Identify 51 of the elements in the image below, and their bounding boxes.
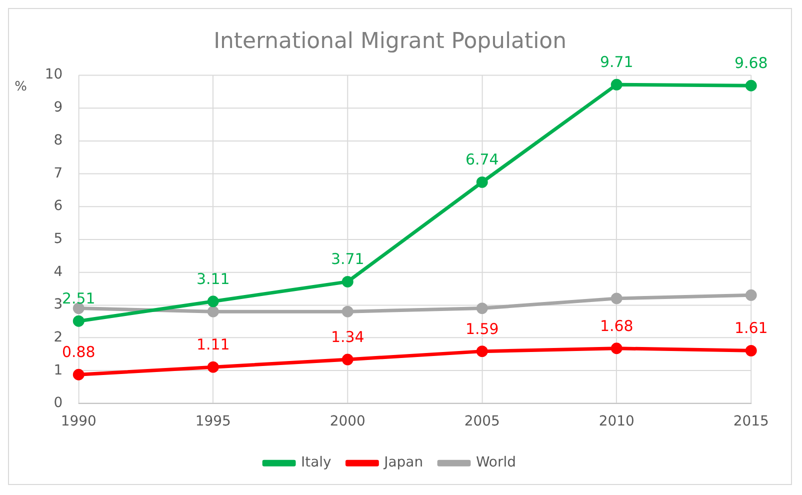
data-label: 1.68 [600, 316, 634, 335]
point [745, 80, 757, 92]
x-tick-label: 2010 [598, 413, 634, 430]
y-tick-label: 8 [54, 132, 63, 148]
y-tick-label: 3 [54, 296, 63, 313]
x-tick-label: 2005 [464, 413, 500, 430]
point [72, 315, 84, 327]
y-tick-label: 5 [54, 230, 63, 247]
data-label: 1.61 [734, 319, 768, 338]
y-tick-label: 7 [54, 165, 63, 182]
point [342, 276, 354, 288]
point [610, 342, 622, 354]
point [342, 306, 354, 318]
data-label: 1.11 [196, 336, 230, 354]
y-tick-label: 9 [54, 100, 63, 116]
point [342, 354, 354, 366]
point [476, 346, 488, 358]
y-tick-label: 4 [54, 264, 63, 280]
data-label: 0.88 [62, 343, 96, 362]
y-tick-label: 2 [54, 329, 63, 346]
y-tick-label: 10 [44, 66, 63, 83]
point [72, 368, 84, 380]
point [476, 176, 488, 188]
point [745, 289, 757, 301]
data-label: 3.71 [330, 250, 364, 268]
chart-title: International Migrant Population [214, 28, 566, 54]
data-label: 2.51 [62, 290, 96, 308]
point [745, 344, 757, 356]
x-tick-label: 1995 [195, 413, 231, 430]
legend-label: Italy [300, 454, 332, 471]
point [207, 306, 219, 318]
x-tick-label: 1990 [60, 413, 96, 430]
y-tick-label: 6 [54, 198, 63, 214]
data-label: 1.34 [330, 328, 364, 346]
y-axis-title: % [14, 79, 27, 94]
x-tick-label: 2015 [733, 413, 769, 430]
data-label: 3.11 [196, 270, 230, 288]
point [610, 78, 622, 90]
data-label: 1.59 [465, 320, 499, 338]
y-tick-label: 1 [54, 362, 63, 378]
point [207, 296, 219, 308]
point [207, 361, 219, 373]
data-label: 9.68 [734, 54, 768, 72]
point [476, 302, 488, 314]
data-label: 9.71 [600, 53, 634, 72]
legend-label: Japan [383, 454, 424, 471]
x-tick-label: 2000 [330, 413, 366, 430]
y-tick-label: 0 [54, 395, 63, 412]
data-label: 6.74 [465, 150, 499, 169]
point [610, 292, 622, 304]
legend-label: World [476, 454, 516, 471]
